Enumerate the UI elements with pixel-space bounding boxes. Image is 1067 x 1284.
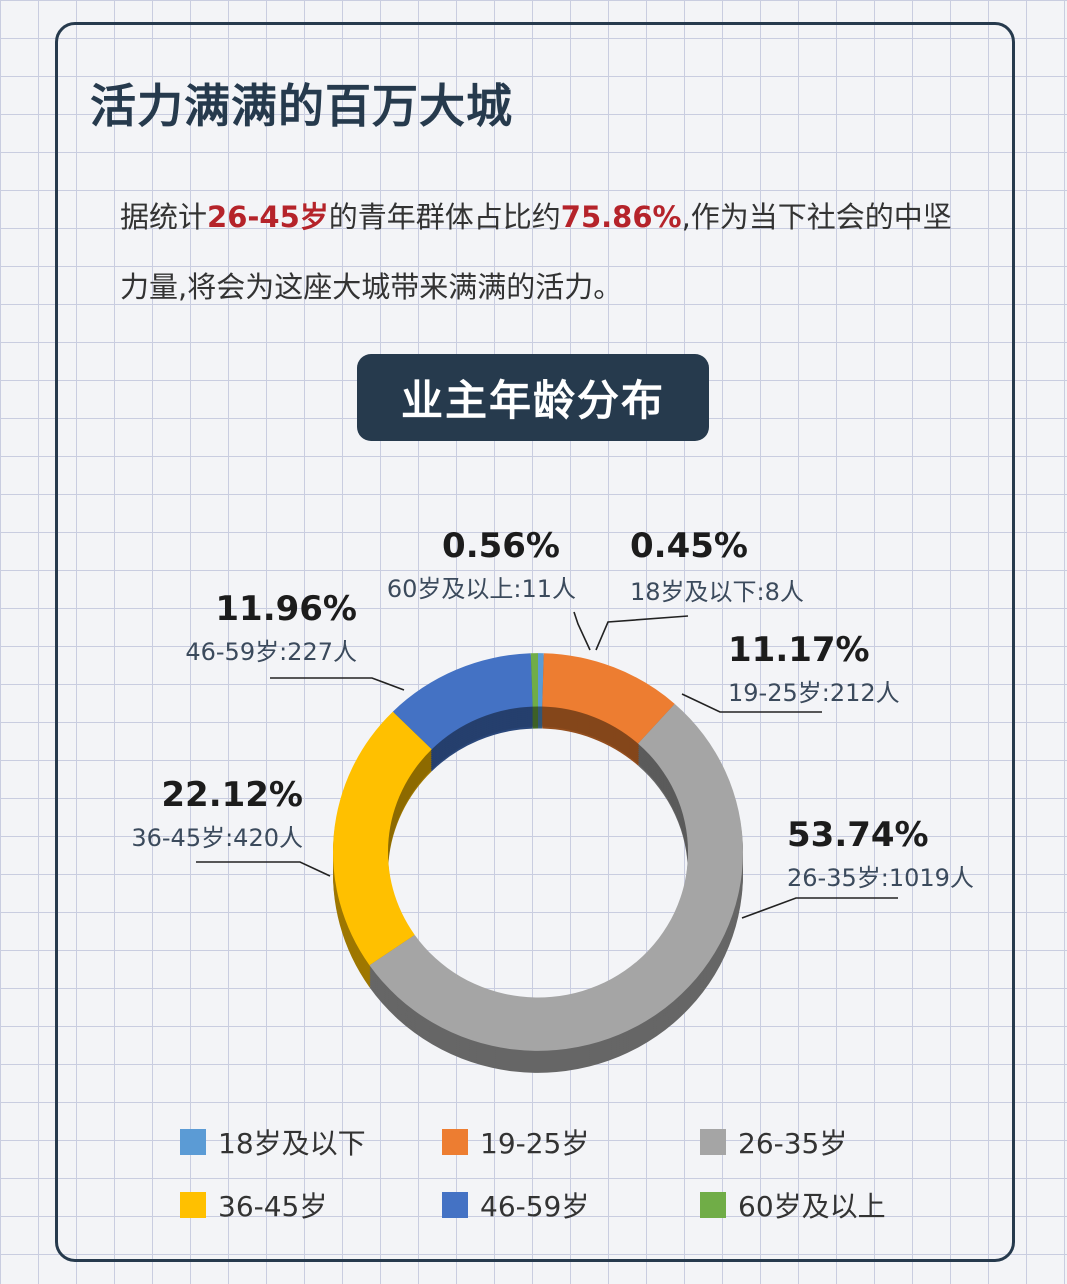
data-label-count-60岁及以上: 60岁及以上:11人 xyxy=(387,575,576,603)
data-label-percent-18岁及以下: 0.45% xyxy=(630,526,748,566)
intro-paragraph: 据统计26-45岁的青年群体占比约75.86%,作为当下社会的中坚力量,将会为这… xyxy=(120,182,970,322)
content-card xyxy=(55,22,1015,1262)
intro-text-3: ,作为当下社会的中坚力量,将会为这座大城带来满满的活力。 xyxy=(120,200,952,304)
data-label-percent-36-45岁: 22.12% xyxy=(161,775,303,815)
legend-item-60岁及以上: 60岁及以上 xyxy=(700,1185,886,1225)
legend-swatch xyxy=(442,1192,468,1218)
legend-item-36-45岁: 36-45岁 xyxy=(180,1185,327,1225)
intro-text-2: 的青年群体占比约 xyxy=(328,200,561,234)
donut-slice-26-35岁 xyxy=(369,703,743,1051)
intro-highlight-percent: 75.86% xyxy=(560,200,682,234)
legend-swatch xyxy=(180,1192,206,1218)
data-label-percent-19-25岁: 11.17% xyxy=(728,630,870,670)
legend-item-46-59岁: 46-59岁 xyxy=(442,1185,589,1225)
data-label-count-19-25岁: 19-25岁:212人 xyxy=(728,679,900,707)
legend-item-19-25岁: 19-25岁 xyxy=(442,1122,589,1162)
legend-swatch xyxy=(700,1129,726,1155)
leader-line-60岁及以上 xyxy=(573,611,591,651)
legend-label: 46-59岁 xyxy=(480,1190,590,1223)
data-label-percent-26-35岁: 53.74% xyxy=(787,815,929,855)
legend-label: 60岁及以上 xyxy=(738,1190,886,1223)
donut-slice-18岁及以下 xyxy=(538,653,544,707)
leader-line-26-35岁 xyxy=(741,897,898,919)
legend-swatch xyxy=(180,1129,206,1155)
legend-label: 26-35岁 xyxy=(738,1127,848,1160)
legend-swatch xyxy=(700,1192,726,1218)
legend-swatch xyxy=(442,1129,468,1155)
leader-line-18岁及以下 xyxy=(595,615,689,651)
data-label-percent-46-59岁: 11.96% xyxy=(215,589,357,629)
leader-line-36-45岁 xyxy=(196,861,331,877)
intro-highlight-age: 26-45岁 xyxy=(207,200,329,234)
legend-label: 36-45岁 xyxy=(218,1190,328,1223)
data-label-count-18岁及以下: 18岁及以下:8人 xyxy=(630,578,804,606)
data-label-count-26-35岁: 26-35岁:1019人 xyxy=(787,864,974,892)
data-label-count-36-45岁: 36-45岁:420人 xyxy=(131,824,303,852)
data-label-count-46-59岁: 46-59岁:227人 xyxy=(185,638,357,666)
legend-label: 19-25岁 xyxy=(480,1127,590,1160)
intro-text-1: 据统计 xyxy=(120,200,208,234)
page-title: 活力满满的百万大城 xyxy=(90,79,513,133)
leader-line-46-59岁 xyxy=(270,677,405,691)
legend-label: 18岁及以下 xyxy=(218,1127,366,1160)
data-label-percent-60岁及以上: 0.56% xyxy=(442,526,560,566)
legend-item-26-35岁: 26-35岁 xyxy=(700,1122,847,1162)
chart-title-badge: 业主年龄分布 xyxy=(357,354,709,441)
donut-slice-46-59岁 xyxy=(392,653,533,750)
donut-slice-60岁及以上 xyxy=(530,653,538,707)
legend-item-18岁及以下: 18岁及以下 xyxy=(180,1122,366,1162)
leader-line-19-25岁 xyxy=(681,693,822,713)
donut-slice-36-45岁 xyxy=(332,711,432,966)
donut-slice-19-25岁 xyxy=(542,653,675,744)
